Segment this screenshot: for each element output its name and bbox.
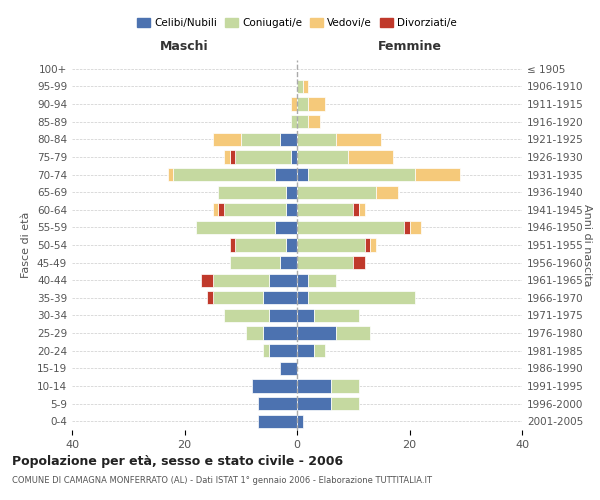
Bar bbox=[404, 221, 409, 234]
Bar bbox=[286, 186, 297, 198]
Bar bbox=[376, 186, 398, 198]
Bar bbox=[353, 203, 359, 216]
Text: Popolazione per età, sesso e stato civile - 2006: Popolazione per età, sesso e stato civil… bbox=[12, 455, 343, 468]
Bar bbox=[331, 397, 359, 410]
Bar bbox=[359, 203, 365, 216]
Bar bbox=[212, 132, 241, 146]
Bar bbox=[337, 326, 370, 340]
Bar bbox=[275, 168, 297, 181]
Bar bbox=[224, 150, 229, 164]
Bar bbox=[263, 291, 297, 304]
Bar bbox=[297, 326, 337, 340]
Bar bbox=[212, 274, 269, 287]
Bar bbox=[269, 274, 297, 287]
Bar bbox=[235, 238, 286, 252]
Bar bbox=[212, 203, 218, 216]
Bar bbox=[263, 326, 297, 340]
Bar bbox=[224, 203, 286, 216]
Bar bbox=[297, 80, 302, 93]
Bar bbox=[167, 168, 173, 181]
Bar bbox=[365, 238, 370, 252]
Bar bbox=[297, 221, 404, 234]
Bar bbox=[302, 80, 308, 93]
Bar bbox=[297, 256, 353, 269]
Bar bbox=[297, 203, 353, 216]
Bar bbox=[207, 291, 212, 304]
Bar bbox=[257, 414, 297, 428]
Bar bbox=[308, 98, 325, 110]
Bar bbox=[297, 291, 308, 304]
Bar bbox=[202, 274, 212, 287]
Bar bbox=[263, 344, 269, 358]
Bar bbox=[224, 309, 269, 322]
Bar bbox=[308, 274, 337, 287]
Bar bbox=[196, 221, 275, 234]
Bar bbox=[229, 238, 235, 252]
Bar bbox=[280, 362, 297, 375]
Bar bbox=[308, 168, 415, 181]
Bar bbox=[286, 238, 297, 252]
Bar bbox=[235, 150, 292, 164]
Bar bbox=[173, 168, 275, 181]
Bar bbox=[280, 256, 297, 269]
Bar bbox=[269, 309, 297, 322]
Bar bbox=[409, 221, 421, 234]
Bar bbox=[331, 380, 359, 392]
Bar bbox=[218, 186, 286, 198]
Bar bbox=[292, 115, 297, 128]
Bar bbox=[308, 291, 415, 304]
Bar bbox=[247, 326, 263, 340]
Bar bbox=[308, 115, 320, 128]
Text: COMUNE DI CAMAGNA MONFERRATO (AL) - Dati ISTAT 1° gennaio 2006 - Elaborazione TU: COMUNE DI CAMAGNA MONFERRATO (AL) - Dati… bbox=[12, 476, 432, 485]
Bar bbox=[297, 414, 302, 428]
Bar bbox=[297, 309, 314, 322]
Bar bbox=[337, 132, 382, 146]
Bar bbox=[353, 256, 365, 269]
Bar bbox=[292, 150, 297, 164]
Bar bbox=[252, 380, 297, 392]
Bar bbox=[286, 203, 297, 216]
Bar bbox=[415, 168, 460, 181]
Bar bbox=[370, 238, 376, 252]
Text: Maschi: Maschi bbox=[160, 40, 209, 53]
Bar bbox=[297, 186, 376, 198]
Bar bbox=[275, 221, 297, 234]
Bar bbox=[314, 309, 359, 322]
Bar bbox=[297, 150, 347, 164]
Bar bbox=[297, 397, 331, 410]
Text: Femmine: Femmine bbox=[377, 40, 442, 53]
Bar bbox=[229, 256, 280, 269]
Bar bbox=[280, 132, 297, 146]
Bar bbox=[347, 150, 392, 164]
Bar bbox=[218, 203, 224, 216]
Bar bbox=[297, 380, 331, 392]
Bar bbox=[269, 344, 297, 358]
Bar bbox=[212, 291, 263, 304]
Bar bbox=[297, 115, 308, 128]
Bar bbox=[297, 168, 308, 181]
Bar bbox=[297, 98, 308, 110]
Bar bbox=[229, 150, 235, 164]
Bar bbox=[297, 132, 337, 146]
Bar bbox=[241, 132, 280, 146]
Bar bbox=[292, 98, 297, 110]
Bar bbox=[257, 397, 297, 410]
Y-axis label: Fasce di età: Fasce di età bbox=[22, 212, 31, 278]
Bar bbox=[297, 344, 314, 358]
Y-axis label: Anni di nascita: Anni di nascita bbox=[582, 204, 592, 286]
Bar bbox=[297, 238, 365, 252]
Bar bbox=[314, 344, 325, 358]
Bar bbox=[297, 274, 308, 287]
Legend: Celibi/Nubili, Coniugati/e, Vedovi/e, Divorziati/e: Celibi/Nubili, Coniugati/e, Vedovi/e, Di… bbox=[133, 14, 461, 32]
